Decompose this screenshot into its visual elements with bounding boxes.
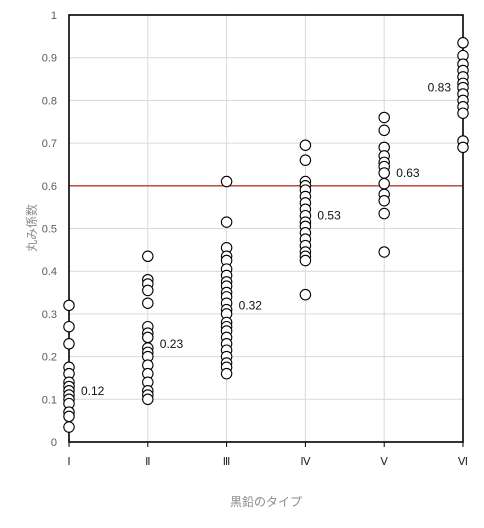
mean-data-label: 0.23 [160, 337, 184, 351]
x-tick-label: Ⅴ [380, 456, 388, 468]
x-tick-label: Ⅳ [300, 456, 311, 468]
y-tick-label: 0.1 [42, 394, 57, 406]
data-point [142, 331, 154, 344]
data-point [378, 167, 390, 179]
data-point [63, 299, 75, 312]
mean-data-label: 0.63 [396, 166, 420, 180]
y-tick-label: 0.8 [42, 95, 57, 107]
x-tick-label: Ⅰ [67, 456, 70, 468]
y-tick-label: 0.6 [42, 181, 57, 193]
x-axis-ticks: Ⅰ Ⅱ Ⅲ Ⅳ Ⅴ Ⅵ [67, 442, 468, 468]
data-point [378, 111, 390, 124]
x-tick-label: Ⅲ [223, 456, 231, 468]
grid-lines [68, 14, 464, 443]
data-points [63, 37, 469, 433]
data-point [378, 207, 390, 220]
mean-data-label: 0.83 [428, 81, 452, 95]
mean-data-label: 0.53 [317, 209, 341, 223]
y-axis-ticks: 0 0.1 0.2 0.3 0.4 0.5 0.6 0.7 0.8 0.9 1 [42, 10, 57, 449]
x-tick-label: Ⅵ [458, 456, 468, 468]
y-tick-label: 1 [51, 10, 57, 22]
y-tick-label: 0.9 [42, 53, 57, 65]
y-axis-label: 丸み係数 [24, 204, 39, 252]
data-point [220, 367, 233, 380]
y-tick-label: 0.2 [42, 352, 57, 364]
data-point [457, 37, 469, 49]
data-point [457, 107, 469, 119]
mean-data-label: 0.12 [81, 384, 105, 398]
data-point [299, 254, 312, 267]
data-point [457, 141, 469, 154]
data-point [220, 216, 233, 228]
data-point [63, 421, 75, 433]
data-point [63, 320, 75, 333]
data-point [378, 194, 390, 207]
data-point [378, 177, 390, 190]
x-axis-label: 黒鉛のタイプ [230, 495, 302, 509]
data-point [299, 154, 312, 166]
data-point [378, 246, 390, 258]
x-tick-label: Ⅱ [145, 456, 150, 468]
data-point [378, 124, 390, 137]
y-tick-label: 0.4 [42, 266, 57, 278]
data-point [142, 284, 154, 297]
plot-frame [68, 14, 464, 443]
data-point [63, 410, 75, 423]
data-point [299, 288, 312, 301]
y-tick-label: 0.5 [42, 224, 57, 236]
y-tick-label: 0.7 [42, 138, 57, 150]
data-point [63, 338, 75, 350]
y-tick-label: 0 [51, 437, 57, 449]
y-tick-label: 0.3 [42, 309, 57, 321]
data-point [142, 250, 154, 263]
data-point [299, 139, 312, 151]
data-point [142, 297, 154, 309]
data-point [220, 175, 233, 188]
data-point [142, 393, 154, 406]
mean-data-label: 0.32 [239, 298, 263, 312]
mean-labels: 0.12 0.23 0.32 0.53 0.63 0.83 [81, 81, 451, 398]
